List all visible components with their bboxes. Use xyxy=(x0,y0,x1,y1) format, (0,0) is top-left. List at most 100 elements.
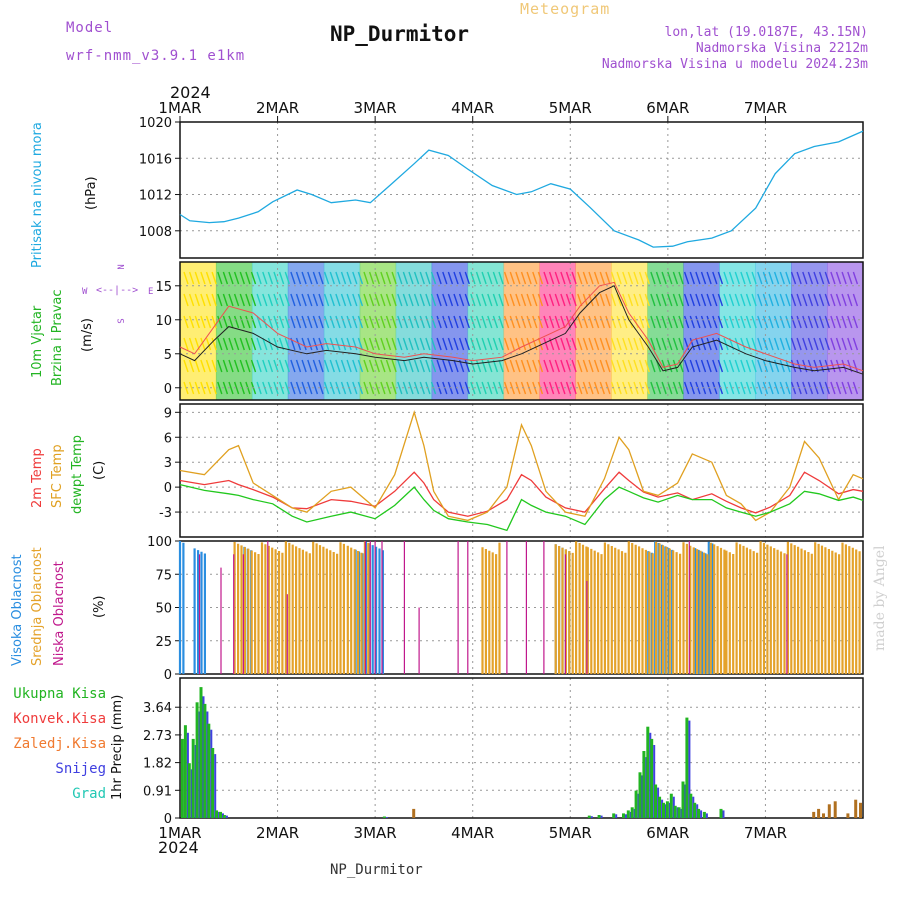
wind-arrow xyxy=(425,293,431,307)
precip-bar-snow xyxy=(700,810,703,818)
precip-bar-total xyxy=(669,793,673,818)
wind-arrow xyxy=(762,337,769,351)
wind-arrow xyxy=(453,359,459,373)
wind-arrow xyxy=(307,271,313,285)
wind-arrow xyxy=(509,337,515,351)
y-tick-label: 1.82 xyxy=(143,757,172,772)
wind-arrow xyxy=(593,293,600,307)
wind-arrow xyxy=(222,293,229,307)
wind-arrow xyxy=(616,315,622,329)
precip-bar-total xyxy=(662,802,665,818)
day-label-top: 4MAR xyxy=(451,99,494,117)
wind-arrow xyxy=(728,293,735,307)
precip-bar-total xyxy=(846,813,850,818)
y-tick-label: 9 xyxy=(164,406,172,421)
wind-arrow xyxy=(239,337,245,351)
wind-arrow xyxy=(672,271,679,285)
wind-arrow xyxy=(301,293,307,307)
wind-arrow xyxy=(194,359,200,373)
wind-arrow xyxy=(211,337,217,351)
wind-arrow xyxy=(307,381,313,395)
wind-arrow xyxy=(757,315,763,329)
wind-arrow xyxy=(537,337,544,351)
wind-arrow xyxy=(436,293,442,307)
wind-arrow xyxy=(346,271,352,285)
wind-arrow xyxy=(785,315,791,329)
wind-arrow xyxy=(740,271,746,285)
elevation-label: Nadmorska Visina 2212m xyxy=(695,41,868,56)
wind-arrow xyxy=(228,315,234,329)
wind-arrow xyxy=(515,293,521,307)
wind-arrow xyxy=(200,315,206,329)
panel-frame xyxy=(179,261,864,401)
wind-arrow xyxy=(582,337,589,351)
wind-arrow xyxy=(250,271,257,285)
wind-arrow xyxy=(391,359,397,373)
wind-arrow xyxy=(374,381,380,395)
wind-arrow xyxy=(363,359,369,373)
wind-arrow xyxy=(228,293,234,307)
wind-arrow xyxy=(723,315,729,329)
wind-arrow xyxy=(835,315,842,329)
wind-arrow xyxy=(492,381,499,395)
wind-arrow xyxy=(785,293,791,307)
wind-arrow xyxy=(413,381,420,395)
wind-arrow xyxy=(689,315,695,329)
precip-bar-total xyxy=(702,811,706,818)
wind-arrow xyxy=(672,293,679,307)
wind-arrow xyxy=(695,293,701,307)
wind-arrow xyxy=(610,293,617,307)
wind-arrow xyxy=(689,271,695,285)
wind-arrow xyxy=(655,293,662,307)
wind-arrow xyxy=(464,315,470,329)
wind-arrow xyxy=(548,359,555,373)
wind-arrow xyxy=(678,315,684,329)
y-tick-label: 5 xyxy=(164,348,172,363)
wind-arrow xyxy=(852,337,859,351)
wind-arrow xyxy=(537,315,544,329)
wind-arrow xyxy=(245,271,251,285)
wind-arrow xyxy=(402,315,409,329)
wind-arrow xyxy=(830,381,836,395)
wind-arrow xyxy=(402,359,409,373)
wind-arrow xyxy=(391,381,397,395)
wind-arrow xyxy=(695,315,701,329)
precip-bar-total xyxy=(211,748,215,818)
wind-arrow xyxy=(588,315,594,329)
wind-arrow xyxy=(593,271,600,285)
wind-arrow xyxy=(830,315,836,329)
y-tick-label: 0.91 xyxy=(143,784,172,799)
wind-arrow xyxy=(818,271,825,285)
wind-arrow xyxy=(413,337,420,351)
wind-arrow xyxy=(397,359,403,373)
wind-arrow xyxy=(847,337,853,351)
wind-arrow xyxy=(391,271,397,285)
wind-arrow xyxy=(323,359,330,373)
y-tick-label: 3 xyxy=(164,456,172,471)
wind-arrow xyxy=(802,271,808,285)
precip-bar-total xyxy=(817,808,821,818)
wind-arrow xyxy=(560,359,566,373)
precip-bar-snow xyxy=(385,817,388,818)
wind-arrow xyxy=(650,271,656,285)
wind-arrow xyxy=(745,381,752,395)
wind-arrow xyxy=(419,381,425,395)
wind-arrow xyxy=(537,359,544,373)
wind-arrow xyxy=(622,359,628,373)
y-tick-label: 3.64 xyxy=(143,701,172,716)
wind-arrow xyxy=(757,381,763,395)
wind-arrow xyxy=(582,315,589,329)
precip-bar-total xyxy=(187,763,191,818)
wind-arrow xyxy=(728,381,735,395)
wind-arrow xyxy=(475,381,482,395)
wind-arrow xyxy=(475,293,482,307)
wind-arrow xyxy=(678,271,684,285)
wind-arrow xyxy=(430,315,437,329)
wind-arrow xyxy=(447,293,454,307)
footer-station: NP_Durmitor xyxy=(330,862,423,878)
wind-arrow xyxy=(447,337,454,351)
wind-arrow xyxy=(408,315,414,329)
wind-color-band xyxy=(647,262,684,400)
station-title: NP_Durmitor xyxy=(330,22,470,46)
wind-arrow xyxy=(610,315,617,329)
